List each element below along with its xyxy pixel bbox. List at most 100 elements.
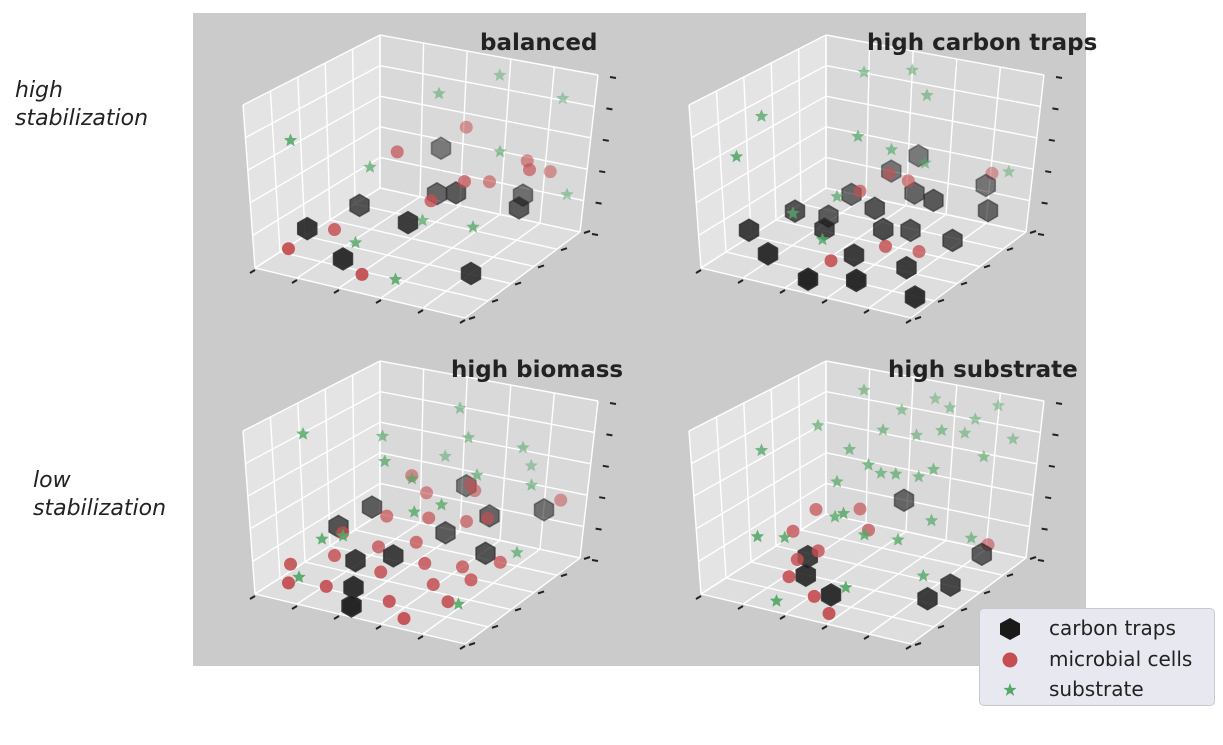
microbial-cell-point: [853, 502, 867, 516]
substrate-point: [438, 449, 452, 462]
substrate-point: [363, 160, 377, 173]
carbon-trap-point: [896, 255, 917, 280]
z-tick: [1055, 76, 1063, 79]
microbial-cell-point: [319, 579, 333, 593]
grid-line: [715, 416, 727, 579]
y-tick: [983, 264, 991, 269]
grid-line: [825, 421, 1037, 465]
grid-line: [865, 42, 871, 197]
grid-line: [249, 126, 381, 204]
substrate-point: [453, 401, 467, 414]
grid-line: [242, 34, 381, 106]
microbial-cell-point: [912, 245, 926, 259]
grid-line: [825, 390, 1041, 434]
carbon-trap-point: [904, 181, 925, 205]
substrate-point: [493, 68, 507, 81]
substrate-point: [830, 474, 844, 488]
x-tick: [863, 635, 870, 640]
x-tick: [249, 269, 256, 274]
microbial-cell-point: [786, 524, 800, 538]
z-tick: [1052, 107, 1059, 111]
y-tick: [1006, 573, 1014, 578]
x-tick: [291, 605, 298, 610]
microbial-cell-point: [420, 486, 433, 500]
z-tick: [609, 76, 617, 79]
carbon-trap-point: [940, 573, 961, 597]
microbial-cell-point: [901, 174, 915, 188]
grid-line: [279, 251, 489, 302]
x-tick: [779, 615, 786, 620]
grid-line: [700, 593, 912, 645]
y-tick: [914, 316, 922, 320]
substrate-point: [375, 429, 390, 442]
grid-line: [249, 452, 381, 530]
substrate-point: [434, 497, 449, 511]
grid-line: [865, 368, 871, 523]
grid-line: [770, 388, 777, 547]
z-tick: [591, 233, 599, 236]
x-tick: [905, 645, 912, 650]
z-tick: [602, 464, 609, 468]
substrate-point: [407, 505, 421, 518]
grid-line: [539, 392, 556, 550]
grid-line: [985, 392, 1002, 550]
grid-line: [379, 421, 591, 465]
microbial-cell-point: [441, 595, 455, 609]
z-tick: [606, 433, 613, 437]
grid-line: [379, 156, 584, 202]
grid-line: [579, 74, 599, 233]
microbial-cell-point: [481, 511, 494, 525]
carbon-trap-point: [942, 228, 963, 253]
legend-entry-substrate: substrate: [980, 676, 1214, 704]
grid-line: [539, 66, 556, 224]
z-tick: [1037, 559, 1045, 562]
grid-line: [825, 156, 1030, 202]
legend-star-marker: [1003, 683, 1017, 696]
substrate-point: [729, 149, 744, 163]
microbial-cell-point: [282, 242, 295, 256]
grid-line: [422, 548, 541, 635]
substrate-point: [466, 220, 480, 233]
substrate-point: [292, 570, 306, 583]
microbial-cell-point: [464, 573, 478, 587]
carbon-trap-point: [435, 520, 456, 545]
substrate-point: [836, 506, 851, 520]
x-tick: [821, 299, 828, 304]
carbon-trap-point: [923, 188, 944, 213]
x-tick: [459, 319, 466, 324]
legend-circle-marker: [1002, 652, 1018, 668]
substrate-point: [769, 594, 784, 607]
substrate-point: [968, 412, 982, 425]
x-tick: [737, 605, 744, 610]
substrate-point: [786, 206, 800, 220]
microbial-cell-point: [483, 175, 496, 189]
grid-line: [688, 104, 702, 269]
z-tick: [1045, 170, 1052, 174]
microbial-cell-point: [460, 514, 473, 528]
y-tick: [537, 590, 545, 595]
y-tick: [937, 624, 945, 629]
substrate-point: [1002, 164, 1016, 178]
substrate-point: [884, 142, 899, 156]
microbial-cell-point: [284, 557, 297, 571]
carbon-trap-point: [332, 247, 354, 271]
x-tick: [375, 299, 382, 304]
floor-pane: [701, 514, 1026, 644]
y-tick: [1029, 230, 1037, 234]
grid-line: [379, 390, 595, 434]
grid-line: [910, 557, 1027, 645]
substrate-point: [891, 532, 905, 546]
x-tick: [459, 645, 466, 650]
grid-line: [700, 187, 827, 269]
substrate-point: [964, 531, 978, 544]
grid-line: [254, 593, 466, 645]
panel-group: [242, 360, 617, 650]
grid-line: [868, 222, 987, 309]
substrate-point: [283, 133, 298, 147]
microbial-cell-point: [468, 484, 482, 498]
panel-title: balanced: [480, 30, 598, 56]
